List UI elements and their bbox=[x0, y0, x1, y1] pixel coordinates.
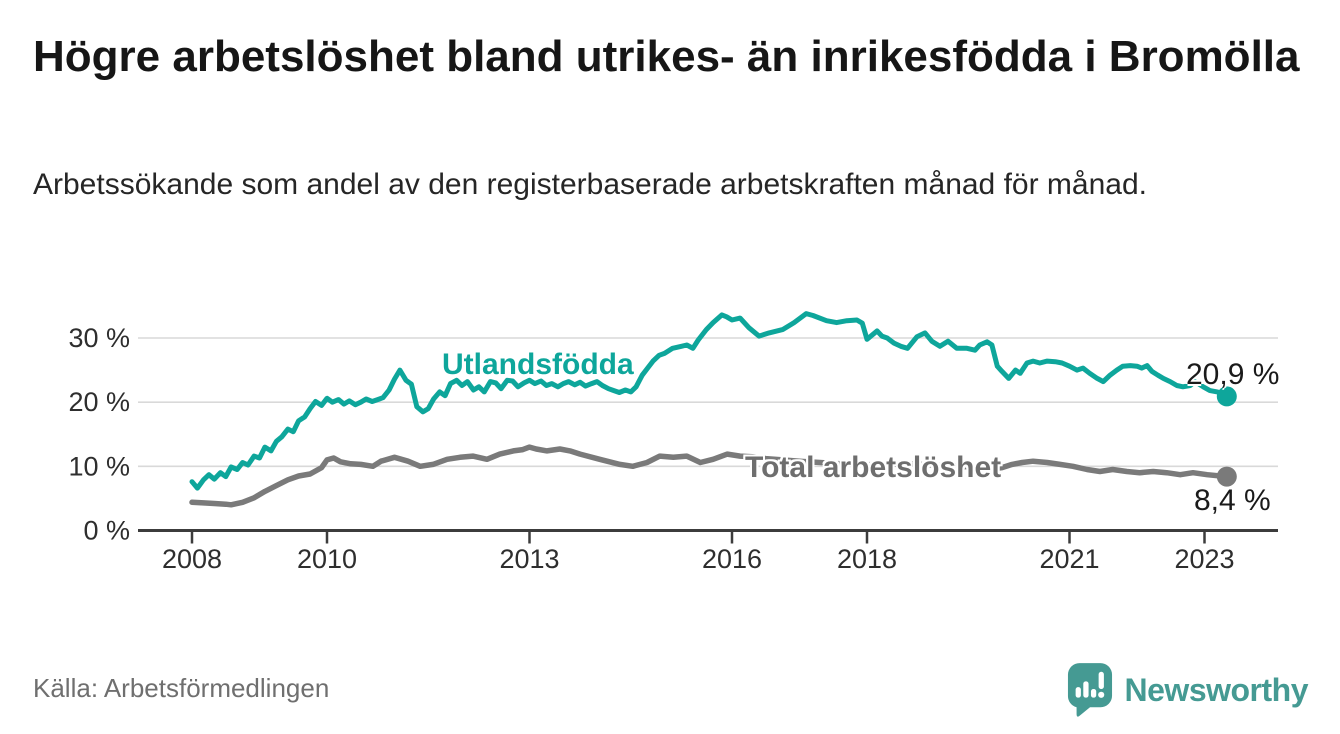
source-note: Källa: Arbetsförmedlingen bbox=[33, 673, 330, 703]
series-line-total bbox=[189, 444, 1230, 508]
series-line-utlandsfodda bbox=[189, 311, 1230, 491]
x-tick-label-2016: 2016 bbox=[702, 544, 762, 574]
y-tick-label-10: 10 % bbox=[68, 451, 130, 481]
end-dot-total bbox=[1216, 466, 1237, 487]
end-value-label-utlandsfodda: 20,9 % bbox=[1186, 358, 1280, 391]
x-tick-label-2021: 2021 bbox=[1039, 544, 1099, 574]
x-tick-label-2010: 2010 bbox=[297, 544, 357, 574]
x-tick-label-2013: 2013 bbox=[499, 544, 559, 574]
series-label-utlandsfodda: Utlandsfödda bbox=[442, 348, 634, 381]
y-tick-label-20: 20 % bbox=[68, 387, 130, 417]
end-value-label-total: 8,4 % bbox=[1194, 484, 1271, 517]
series-label-total-arbetsloshet: Total arbetslöshet bbox=[745, 451, 1002, 484]
end-dot-utlandsfodda bbox=[1216, 386, 1237, 407]
x-tick-label-2008: 2008 bbox=[162, 544, 222, 574]
newsworthy-logo-icon bbox=[1067, 663, 1112, 717]
page-title: Högre arbetslöshet bland utrikes- än inr… bbox=[33, 32, 1300, 81]
x-tick-label-2023: 2023 bbox=[1174, 544, 1234, 574]
y-tick-label-0: 0 % bbox=[83, 516, 130, 546]
x-tick-label-2018: 2018 bbox=[837, 544, 897, 574]
y-tick-label-30: 30 % bbox=[68, 323, 130, 353]
page-subtitle: Arbetssökande som andel av den registerb… bbox=[33, 168, 1147, 201]
newsworthy-logo: Newsworthy bbox=[1067, 662, 1309, 718]
newsworthy-logo-text: Newsworthy bbox=[1124, 671, 1309, 708]
